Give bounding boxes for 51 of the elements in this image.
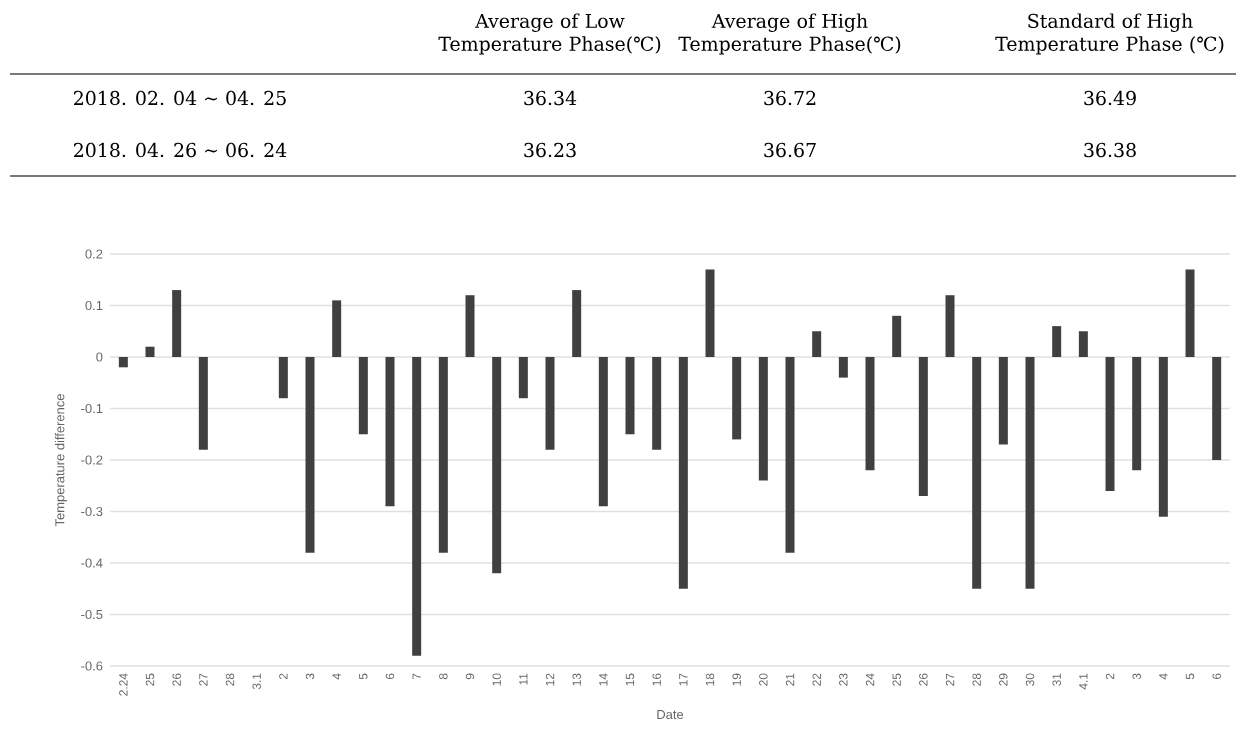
bar bbox=[1052, 326, 1062, 358]
category-label: Average of High Temperature Phase(℃) bbox=[678, 13, 901, 55]
bar bbox=[385, 357, 395, 507]
bar bbox=[412, 357, 422, 656]
bar bbox=[785, 357, 795, 553]
bar bbox=[1025, 357, 1035, 589]
bar bbox=[812, 331, 822, 358]
bar bbox=[758, 357, 768, 481]
bar bbox=[1185, 269, 1195, 358]
bar bbox=[972, 357, 982, 589]
data-label: 36.23 bbox=[524, 142, 576, 158]
bar bbox=[945, 295, 955, 358]
bar bbox=[1078, 331, 1088, 358]
data-label: 36.67 bbox=[764, 142, 816, 158]
bar bbox=[865, 357, 875, 471]
data-label: 36.38 bbox=[1084, 142, 1136, 158]
data-label: 36.34 bbox=[524, 90, 577, 106]
bar bbox=[118, 357, 128, 368]
bar bbox=[278, 357, 288, 399]
bar bbox=[1132, 357, 1142, 471]
bar bbox=[465, 295, 475, 358]
text: 2018. 02. 04 ~ 04. 25 bbox=[74, 90, 286, 106]
bar bbox=[1158, 357, 1168, 517]
bar bbox=[198, 357, 208, 450]
bar bbox=[678, 357, 688, 589]
category-label: Average of Low Temperature Phase(℃) bbox=[438, 13, 661, 55]
bar bbox=[438, 357, 448, 553]
bar bbox=[625, 357, 635, 435]
text: 2018. 04. 26 ~ 06. 24 bbox=[74, 142, 287, 158]
bar bbox=[1105, 357, 1115, 491]
bar bbox=[572, 290, 582, 358]
bar bbox=[918, 357, 928, 497]
bar bbox=[358, 357, 368, 435]
bar bbox=[172, 290, 182, 358]
category-label: Standard of High Temperature Phase (℃) bbox=[995, 13, 1224, 55]
bar bbox=[892, 315, 902, 358]
data-label: 36.49 bbox=[1084, 90, 1136, 106]
bar bbox=[545, 357, 555, 450]
bar bbox=[705, 269, 715, 358]
bar bbox=[598, 357, 608, 507]
bar bbox=[305, 357, 315, 553]
bar bbox=[145, 346, 155, 358]
bar bbox=[1212, 357, 1222, 461]
data-label: 36.72 bbox=[764, 90, 816, 106]
bar bbox=[732, 357, 742, 440]
bar bbox=[518, 357, 528, 399]
bar bbox=[652, 357, 662, 450]
bar bbox=[838, 357, 848, 378]
bar bbox=[998, 357, 1008, 445]
bar bbox=[332, 300, 342, 358]
bar bbox=[492, 357, 502, 574]
